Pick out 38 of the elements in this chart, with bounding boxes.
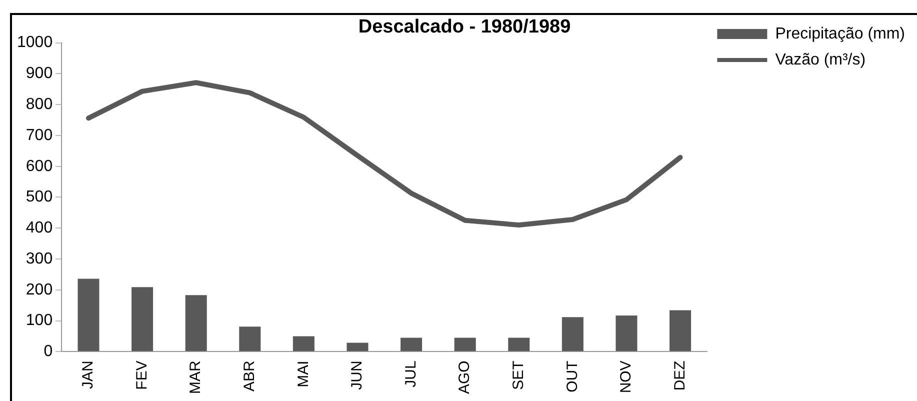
legend-label: Vazão (m³/s) bbox=[775, 51, 866, 68]
bar bbox=[562, 317, 584, 352]
bar bbox=[670, 310, 692, 352]
bar bbox=[400, 338, 422, 352]
x-tick-label: DEZ bbox=[671, 360, 688, 391]
x-tick-label: NOV bbox=[618, 360, 635, 394]
y-tick-label: 0 bbox=[44, 343, 53, 360]
y-tick-label: 1000 bbox=[17, 34, 53, 52]
y-tick-label: 200 bbox=[26, 281, 53, 298]
y-tick-label: 900 bbox=[26, 65, 53, 82]
legend-label: Precipitação (mm) bbox=[775, 25, 906, 42]
y-tick-label: 700 bbox=[26, 126, 53, 144]
x-tick-label: AGO bbox=[456, 360, 474, 394]
x-tick-label: OUT bbox=[564, 360, 581, 392]
y-tick-label: 600 bbox=[26, 158, 53, 175]
bar bbox=[132, 287, 154, 352]
bar bbox=[508, 338, 530, 352]
x-tick-label: FEV bbox=[133, 360, 150, 390]
bar bbox=[239, 326, 261, 352]
x-tick-label: JAN bbox=[80, 360, 97, 390]
x-tick-label: MAR bbox=[187, 360, 204, 394]
x-tick-label: ABR bbox=[241, 360, 258, 392]
y-tick-label: 500 bbox=[26, 188, 53, 206]
y-tick-label: 300 bbox=[26, 250, 53, 268]
bar bbox=[78, 278, 100, 352]
bar bbox=[454, 338, 476, 352]
bar bbox=[185, 295, 207, 352]
bar bbox=[346, 342, 368, 352]
bar bbox=[292, 336, 314, 352]
y-tick-label: 100 bbox=[26, 312, 53, 330]
chart-title: Descalcado - 1980/1989 bbox=[358, 16, 571, 38]
x-tick-label: MAI bbox=[294, 360, 312, 388]
x-tick-label: JUL bbox=[402, 360, 420, 388]
y-tick-label: 400 bbox=[26, 220, 53, 237]
x-tick-label: JUN bbox=[348, 360, 366, 390]
y-tick-label: 800 bbox=[26, 96, 53, 113]
x-tick-label: SET bbox=[510, 360, 528, 390]
bar bbox=[616, 316, 638, 352]
